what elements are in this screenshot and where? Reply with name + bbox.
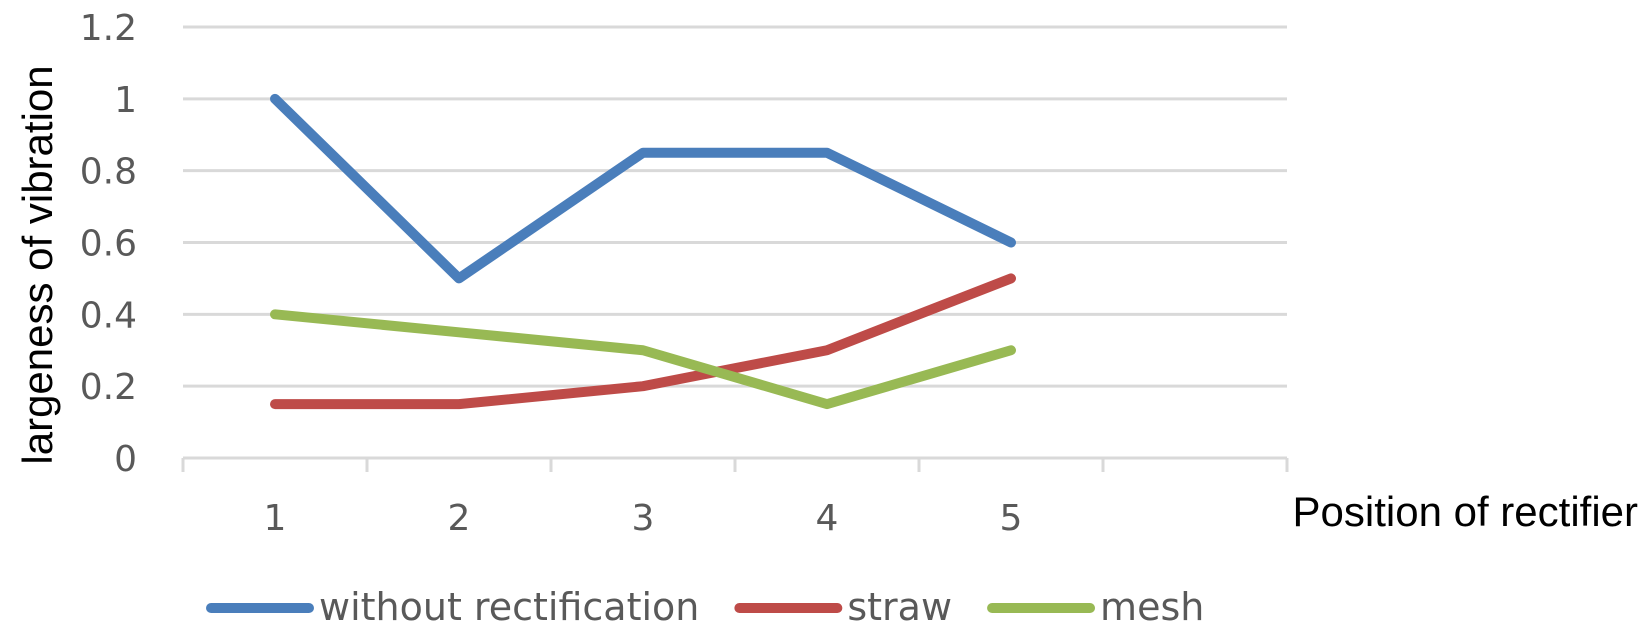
legend-label-straw: straw [847,585,952,629]
y-tick-labels: 0 0.2 0.4 0.6 0.8 1 1.2 [80,8,137,480]
legend-label-mesh: mesh [1100,585,1204,629]
y-tick-label: 0.2 [80,367,137,408]
series-line-without-rectification [270,93,1016,284]
legend: without rectification straw mesh [206,585,1204,629]
legend-label-without-rectification: without rectification [319,585,699,629]
y-tick-label: 0.6 [80,224,137,265]
y-axis-title: largeness of vibration [14,65,61,464]
y-tick-label: 0.8 [80,152,137,193]
y-tick-label: 0.4 [80,295,137,336]
y-tick-label: 1.2 [80,8,137,49]
y-tick-label: 1 [114,80,137,121]
x-tick-labels: 1 2 3 4 5 [264,498,1023,539]
series-line-straw [270,273,1016,410]
x-tick-label: 2 [448,498,471,539]
x-tick-label: 1 [264,498,287,539]
x-axis-title: Position of rectifier [1293,488,1638,535]
series-lines [270,93,1016,410]
x-tick-label: 4 [816,498,839,539]
y-tick-label: 0 [114,439,137,480]
x-tick-label: 3 [632,498,655,539]
series-line-mesh [270,309,1016,410]
x-axis [181,456,1289,472]
gridlines [183,25,1287,388]
x-tick-label: 5 [1000,498,1023,539]
